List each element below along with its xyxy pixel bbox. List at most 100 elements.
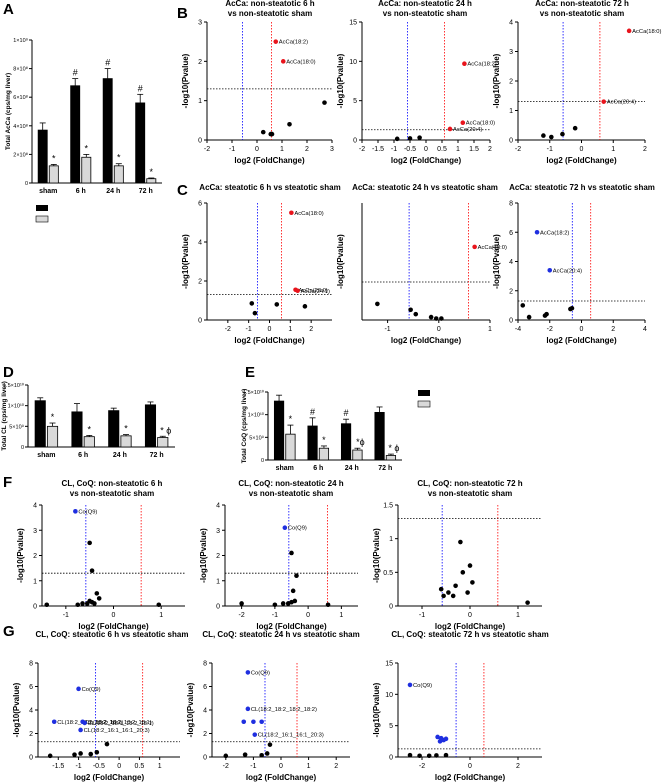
legend-panel-e bbox=[417, 390, 431, 408]
y-axis-label: -log10(Pvalue) bbox=[372, 682, 381, 737]
volcano-plot-c1: AcCa: steatotic 6 h vs steatotic sham -2 -… bbox=[181, 183, 341, 345]
data-point bbox=[544, 311, 549, 317]
bar-non-steatotic bbox=[34, 400, 46, 448]
data-point bbox=[267, 742, 273, 747]
x-tick-label: 0 bbox=[255, 146, 259, 153]
x-tick-label: 24 h bbox=[113, 452, 127, 459]
x-tick-label: -1.5 bbox=[372, 146, 384, 153]
y-tick-label: 1.5×10¹⁰ bbox=[243, 389, 265, 396]
data-point bbox=[259, 719, 264, 725]
data-point bbox=[78, 727, 83, 733]
data-point bbox=[434, 753, 439, 758]
x-tick-label: -1 bbox=[250, 763, 256, 770]
x-tick-label: 0 bbox=[580, 326, 584, 333]
data-point bbox=[547, 267, 553, 273]
data-point bbox=[407, 752, 413, 758]
y-tick-label: 0 bbox=[509, 138, 513, 145]
bar-non-steatotic bbox=[307, 425, 318, 461]
point-label: Co(Q9) bbox=[78, 509, 97, 515]
x-axis-label: log2 (FoldChange) bbox=[391, 156, 462, 165]
x-tick-label: 0 bbox=[268, 326, 272, 333]
data-point bbox=[280, 601, 286, 606]
data-point bbox=[460, 570, 466, 575]
x-tick-label: 72 h bbox=[150, 452, 164, 459]
plot-title: vs non-steatotic sham bbox=[228, 9, 312, 18]
x-axis-label: log2 (FoldChange) bbox=[546, 156, 617, 165]
plot-title: CL, CoQ: steatotic 24 h vs steatotic sha… bbox=[202, 630, 359, 639]
x-axis-label: log2 (FoldChange) bbox=[391, 336, 462, 345]
data-point bbox=[569, 306, 575, 311]
x-tick-label: -1 bbox=[75, 763, 81, 770]
panel-letter-g: G bbox=[3, 623, 15, 640]
y-tick-label: 0 bbox=[29, 755, 33, 762]
y-axis-label: Total CL (cps/mg liver) bbox=[1, 381, 8, 450]
panel-letter-c: C bbox=[177, 182, 188, 199]
y-tick-label: 4 bbox=[509, 20, 513, 27]
x-tick-label: 1 bbox=[456, 146, 460, 153]
data-point bbox=[78, 751, 83, 756]
significance-mark: * bbox=[51, 412, 55, 422]
volcano-plot-g2: CL, CoQ: steatotic 24 h vs steatotic sha… bbox=[186, 630, 360, 782]
significance-mark: * bbox=[150, 167, 154, 177]
point-label: CL(18:2_16:1_16:1_20:3) bbox=[258, 733, 324, 739]
bar-steatotic bbox=[352, 449, 363, 461]
y-tick-label: 6 bbox=[198, 201, 202, 208]
y-tick-label: 0 bbox=[33, 604, 37, 611]
x-tick-label: 0 bbox=[468, 612, 472, 619]
point-label: AcCa(18:0) bbox=[294, 211, 323, 217]
y-axis-label: -log10(Pvalue) bbox=[12, 682, 21, 737]
x-tick-label: -1 bbox=[272, 612, 278, 619]
point-label: AcCa(18:0) bbox=[478, 245, 507, 251]
significance-mark: # bbox=[344, 408, 349, 418]
significance-mark: * bbox=[88, 424, 92, 434]
data-point bbox=[260, 129, 266, 135]
x-tick-label: -4 bbox=[515, 326, 521, 333]
data-point bbox=[280, 59, 286, 64]
data-point bbox=[252, 310, 258, 316]
data-point bbox=[282, 525, 288, 531]
bar-steatotic bbox=[157, 437, 169, 448]
point-label: Co(Q9) bbox=[413, 683, 432, 689]
x-tick-label: 2 bbox=[305, 146, 309, 153]
x-tick-label: 0.5 bbox=[135, 763, 145, 770]
data-point bbox=[88, 751, 94, 757]
data-point bbox=[47, 753, 53, 759]
plot-title: vs non-steatotic sham bbox=[70, 489, 154, 498]
y-tick-label: 1 bbox=[33, 578, 37, 585]
x-tick-label: -2 bbox=[359, 146, 365, 153]
data-point bbox=[251, 719, 256, 725]
x-tick-label: 2 bbox=[643, 146, 647, 153]
data-point bbox=[441, 593, 446, 599]
data-point bbox=[302, 304, 308, 309]
plot-title: AcCa: steatotic 24 h vs steatotic sham bbox=[352, 183, 498, 192]
y-tick-label: 0 bbox=[203, 755, 207, 762]
y-tick-label: 5×10⁹ bbox=[9, 423, 24, 430]
volcano-plot-f2: CL, CoQ: non-steatotic 24 hvs non-steato… bbox=[199, 479, 358, 631]
x-tick-label: -1 bbox=[384, 326, 390, 333]
x-tick-label: 4 bbox=[643, 326, 647, 333]
y-tick-label: 4 bbox=[33, 503, 37, 510]
y-tick-label: 6 bbox=[509, 230, 513, 237]
volcano-plot-f3: CL, CoQ: non-steatotic 72 hvs non-steato… bbox=[372, 479, 542, 631]
y-tick-label: 0 bbox=[261, 458, 264, 464]
bar-non-steatotic bbox=[144, 404, 157, 448]
panel-letter-f: F bbox=[3, 474, 12, 491]
point-label: AcCa(18:0) bbox=[466, 121, 495, 127]
x-tick-label: 72 h bbox=[139, 188, 153, 195]
data-point bbox=[465, 590, 470, 595]
bar-steatotic bbox=[81, 156, 92, 184]
bar-non-steatotic bbox=[374, 411, 385, 461]
bar-non-steatotic bbox=[340, 423, 352, 461]
bar-chart-a: 0 2×10⁸ 4×10⁸ 6×10⁸ 8×10⁸ 1×10⁹ sham 6 h 24 h 72 … bbox=[5, 37, 162, 195]
y-tick-label: 1×10¹⁰ bbox=[8, 403, 25, 410]
data-point bbox=[249, 301, 255, 306]
significance-mark: * bbox=[52, 153, 56, 163]
data-point bbox=[407, 136, 413, 141]
point-label: CL(18:2_16:1_18:2_18:1) bbox=[86, 720, 152, 726]
data-point bbox=[408, 307, 413, 313]
data-point bbox=[413, 311, 419, 317]
point-label: Co(Q9) bbox=[82, 687, 101, 693]
legend-swatch-non-steatotic bbox=[36, 205, 48, 211]
y-tick-label: 0 bbox=[216, 604, 220, 611]
bar-non-steatotic bbox=[71, 411, 83, 448]
